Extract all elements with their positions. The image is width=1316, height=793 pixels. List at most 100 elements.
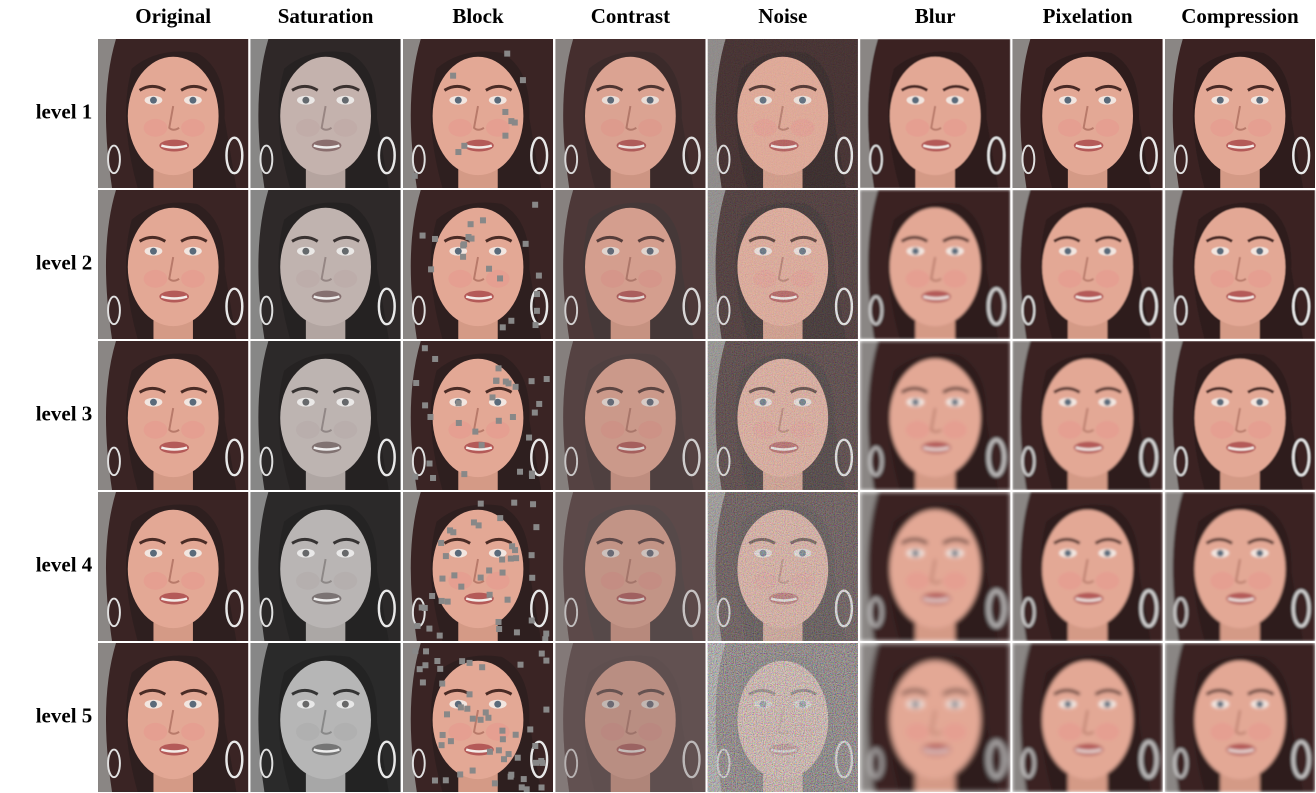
image-cell bbox=[98, 341, 248, 490]
column-header: Noise bbox=[758, 4, 807, 28]
block-patch bbox=[444, 711, 450, 717]
block-patch bbox=[423, 648, 429, 654]
noise-overlay bbox=[707, 189, 859, 340]
image-cell bbox=[860, 492, 1010, 641]
face-image bbox=[555, 492, 705, 641]
block-patch bbox=[456, 400, 462, 406]
image-cell bbox=[98, 39, 248, 188]
image-cell bbox=[1165, 643, 1315, 792]
block-patch bbox=[470, 768, 476, 774]
row-label: level 4 bbox=[36, 552, 93, 576]
block-patch bbox=[486, 567, 492, 573]
block-patch bbox=[417, 666, 423, 672]
face-image bbox=[555, 39, 705, 188]
image-cell bbox=[707, 38, 859, 189]
block-patch bbox=[496, 747, 502, 753]
block-patch bbox=[472, 429, 478, 435]
block-patch bbox=[443, 777, 449, 783]
image-cell bbox=[98, 190, 248, 339]
block-patch bbox=[527, 726, 533, 732]
block-patch bbox=[539, 651, 545, 657]
column-header: Saturation bbox=[278, 4, 374, 28]
block-patch bbox=[517, 469, 523, 475]
block-patch bbox=[413, 380, 419, 386]
image-cell bbox=[1013, 190, 1163, 339]
block-patch bbox=[539, 784, 545, 790]
block-patch bbox=[412, 173, 418, 179]
block-patch bbox=[451, 572, 457, 578]
image-cell bbox=[1013, 492, 1163, 641]
block-patch bbox=[439, 742, 445, 748]
block-patch bbox=[512, 120, 518, 126]
face-image bbox=[555, 341, 705, 490]
block-patch bbox=[532, 410, 538, 416]
block-patch bbox=[523, 241, 529, 247]
block-patch bbox=[470, 716, 476, 722]
block-patch bbox=[493, 378, 499, 384]
face-image bbox=[98, 39, 248, 188]
image-cell bbox=[707, 189, 859, 340]
block-patch bbox=[422, 662, 428, 668]
block-patch bbox=[496, 418, 502, 424]
row-label: level 2 bbox=[36, 250, 93, 274]
image-cell bbox=[1165, 341, 1315, 490]
face-image bbox=[555, 643, 705, 792]
block-patch bbox=[504, 51, 510, 57]
face-image bbox=[98, 492, 248, 641]
block-patch bbox=[497, 275, 503, 281]
image-cell bbox=[251, 190, 401, 339]
block-patch bbox=[428, 266, 434, 272]
block-patch bbox=[511, 500, 517, 506]
block-patch bbox=[533, 322, 539, 328]
block-patch bbox=[439, 598, 445, 604]
noise-overlay bbox=[707, 340, 859, 491]
block-patch bbox=[412, 474, 418, 480]
block-patch bbox=[508, 318, 514, 324]
block-patch bbox=[461, 471, 467, 477]
block-patch bbox=[512, 547, 518, 553]
block-patch bbox=[420, 679, 426, 685]
column-header: Block bbox=[452, 4, 504, 28]
block-patch bbox=[500, 570, 506, 576]
face-image bbox=[251, 643, 401, 792]
block-patch bbox=[420, 233, 426, 239]
image-cell bbox=[251, 492, 401, 641]
block-patch bbox=[529, 552, 535, 558]
block-patch bbox=[513, 384, 519, 390]
column-header: Contrast bbox=[591, 4, 670, 28]
block-patch bbox=[468, 221, 474, 227]
block-patch bbox=[496, 365, 502, 371]
block-patch bbox=[514, 629, 520, 635]
face-image bbox=[860, 190, 1010, 339]
image-cell bbox=[1013, 341, 1163, 490]
image-cell bbox=[860, 190, 1010, 339]
block-patch bbox=[459, 658, 465, 664]
block-patch bbox=[538, 758, 544, 764]
block-patch bbox=[542, 636, 548, 642]
image-cell bbox=[1013, 39, 1163, 188]
image-cell bbox=[707, 642, 859, 793]
block-patch bbox=[502, 133, 508, 139]
block-patch bbox=[485, 715, 491, 721]
block-patch bbox=[508, 556, 514, 562]
face-image bbox=[1013, 643, 1163, 792]
face-image bbox=[1165, 190, 1315, 339]
block-patch bbox=[543, 631, 549, 637]
face-image bbox=[251, 39, 401, 188]
block-patch bbox=[460, 243, 466, 249]
block-patch bbox=[464, 706, 470, 712]
block-patch bbox=[532, 743, 538, 749]
face-image bbox=[1013, 39, 1163, 188]
row-label: level 3 bbox=[36, 401, 93, 425]
block-patch bbox=[533, 524, 539, 530]
block-patch bbox=[429, 593, 435, 599]
block-patch bbox=[505, 597, 511, 603]
block-patch bbox=[529, 575, 535, 581]
block-patch bbox=[515, 755, 521, 761]
image-cell bbox=[860, 643, 1010, 792]
block-patch bbox=[478, 717, 484, 723]
block-patch bbox=[490, 394, 496, 400]
column-header: Original bbox=[135, 4, 211, 28]
face-image bbox=[403, 39, 553, 188]
face-image bbox=[1165, 643, 1315, 792]
